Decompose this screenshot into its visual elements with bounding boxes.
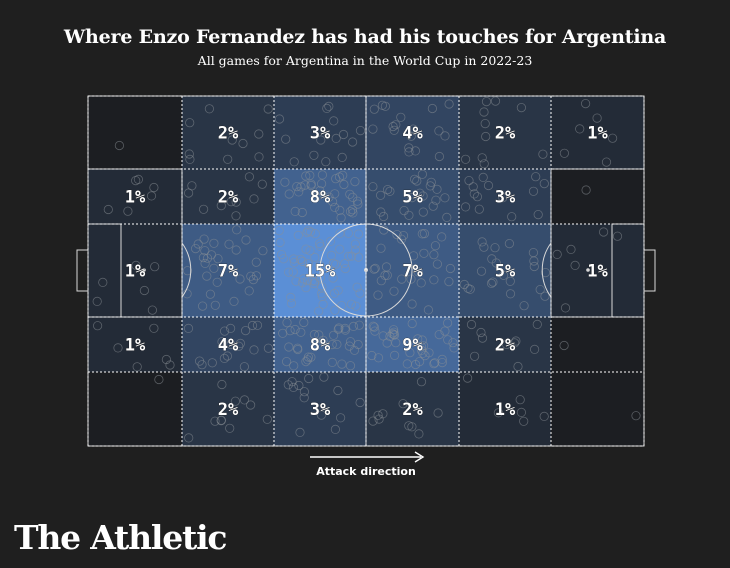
- attack-arrow-head: [414, 451, 425, 463]
- zone-label-r2-c2: 15%: [305, 262, 336, 282]
- left-goal: [76, 249, 89, 292]
- zone-cell-r4-c1: [182, 372, 274, 446]
- zone-label-r2-c4: 5%: [495, 262, 516, 282]
- brand-logo: The Athletic: [14, 518, 228, 557]
- zone-label-r0-c3: 4%: [402, 124, 423, 144]
- zone-label-r1-c1: 2%: [218, 188, 239, 208]
- zone-cell-r0-c1: [182, 96, 274, 169]
- attack-arrow: [310, 451, 425, 463]
- zone-label-r4-c1: 2%: [218, 400, 239, 420]
- zone-cell-r1-c0: [88, 169, 182, 224]
- right-penalty-spot: [586, 268, 590, 272]
- zone-label-r1-c0: 1%: [125, 188, 146, 208]
- zone-cell-r4-c4: [459, 372, 551, 446]
- zone-labels: 2% 3% 4% 2% 1% 1% 2% 8% 5% 3% 1% 7% 15% 7% 5% 1% 1% 4% 8% 9…: [124, 123, 608, 420]
- zone-cell-r4-c5: [551, 372, 644, 446]
- zone-label-r0-c5: 1%: [587, 124, 608, 144]
- zone-label-r3-c1: 4%: [218, 336, 239, 356]
- zone-label-r2-c5: 1%: [587, 262, 608, 282]
- right-goal: [643, 249, 656, 292]
- zone-cell-r1-c1: [182, 169, 274, 224]
- zone-label-r3-c3: 9%: [402, 336, 423, 356]
- attack-direction-label: Attack direction: [316, 465, 416, 478]
- zone-label-r3-c2: 8%: [310, 336, 331, 356]
- zone-cell-r4-c0: [88, 372, 182, 446]
- zone-label-r3-c0: 1%: [125, 336, 146, 356]
- zone-label-r0-c4: 2%: [495, 124, 516, 144]
- touch-dots: [92, 96, 641, 443]
- zone-cell-r3-c1: [182, 317, 274, 372]
- zone-label-r2-c0: 1%: [125, 262, 146, 282]
- zone-cell-r3-c5: [551, 317, 644, 372]
- zone-grid: [87, 95, 645, 447]
- zone-label-r3-c4: 2%: [495, 336, 516, 356]
- zone-label-r0-c1: 2%: [218, 124, 239, 144]
- zone-cell-r1-c5: [551, 169, 644, 224]
- zone-cell-r4-c3: [366, 372, 459, 446]
- chart-title: Where Enzo Fernandez has had his touches…: [63, 26, 667, 48]
- zone-label-r4-c2: 3%: [310, 400, 331, 420]
- zone-label-r1-c3: 5%: [402, 188, 423, 208]
- zone-label-r4-c3: 2%: [402, 400, 423, 420]
- zone-cell-r2-c5: [551, 224, 644, 317]
- zone-label-r1-c4: 3%: [495, 188, 516, 208]
- zone-cell-r2-c3: [366, 224, 459, 317]
- chart-subtitle: All games for Argentina in the World Cup…: [197, 53, 533, 68]
- zone-cell-r0-c4: [459, 96, 551, 169]
- zone-cell-r0-c2: [274, 96, 366, 169]
- zone-label-r2-c3: 7%: [402, 262, 423, 282]
- left-penalty-spot: [142, 268, 146, 272]
- zone-cell-r2-c0: [88, 224, 182, 317]
- zone-cell-r0-c0: [88, 96, 182, 169]
- left-penalty-arc: [181, 242, 192, 298]
- zone-label-r1-c2: 8%: [310, 188, 331, 208]
- zone-cell-r1-c4: [459, 169, 551, 224]
- zone-cell-r4-c2: [274, 372, 366, 446]
- zone-cell-r3-c4: [459, 317, 551, 372]
- zone-cell-r3-c3: [366, 317, 459, 372]
- zone-label-r2-c1: 7%: [218, 262, 239, 282]
- zone-label-r4-c4: 1%: [495, 400, 516, 420]
- right-penalty-arc: [541, 242, 552, 298]
- zone-label-r0-c2: 3%: [310, 124, 331, 144]
